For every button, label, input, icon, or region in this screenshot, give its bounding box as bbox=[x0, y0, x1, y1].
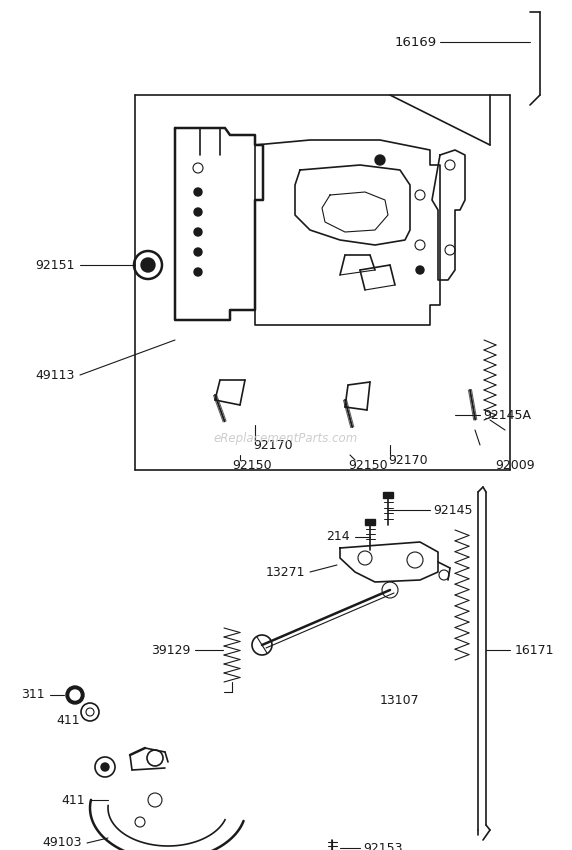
Text: 92150: 92150 bbox=[232, 458, 272, 472]
Circle shape bbox=[194, 268, 202, 276]
Text: 92151: 92151 bbox=[35, 258, 75, 271]
Text: 214: 214 bbox=[327, 530, 350, 543]
Text: 92170: 92170 bbox=[253, 439, 293, 451]
Text: 16169: 16169 bbox=[395, 36, 437, 48]
Text: 411: 411 bbox=[61, 794, 85, 807]
Text: 92145A: 92145A bbox=[483, 409, 531, 422]
Text: 92150: 92150 bbox=[348, 458, 388, 472]
Text: 49103: 49103 bbox=[42, 836, 82, 849]
Text: 311: 311 bbox=[21, 688, 45, 701]
Text: 92009: 92009 bbox=[495, 458, 535, 472]
Circle shape bbox=[375, 155, 385, 165]
Text: 92170: 92170 bbox=[388, 454, 428, 467]
Text: 92153: 92153 bbox=[363, 842, 403, 850]
Bar bbox=[365, 519, 375, 525]
Text: 16171: 16171 bbox=[515, 643, 554, 656]
Text: 49113: 49113 bbox=[35, 369, 75, 382]
Text: 411: 411 bbox=[57, 713, 80, 727]
Bar bbox=[383, 492, 393, 498]
Circle shape bbox=[194, 208, 202, 216]
Circle shape bbox=[194, 188, 202, 196]
Text: 13271: 13271 bbox=[265, 565, 305, 579]
Circle shape bbox=[101, 763, 109, 771]
Circle shape bbox=[141, 258, 155, 272]
Text: 92145: 92145 bbox=[433, 503, 472, 517]
Text: 39129: 39129 bbox=[150, 643, 190, 656]
Text: eReplacementParts.com: eReplacementParts.com bbox=[214, 432, 358, 445]
Circle shape bbox=[416, 266, 424, 274]
Circle shape bbox=[194, 228, 202, 236]
Circle shape bbox=[66, 686, 84, 704]
Circle shape bbox=[70, 690, 80, 700]
Text: 13107: 13107 bbox=[380, 694, 420, 706]
Circle shape bbox=[194, 248, 202, 256]
